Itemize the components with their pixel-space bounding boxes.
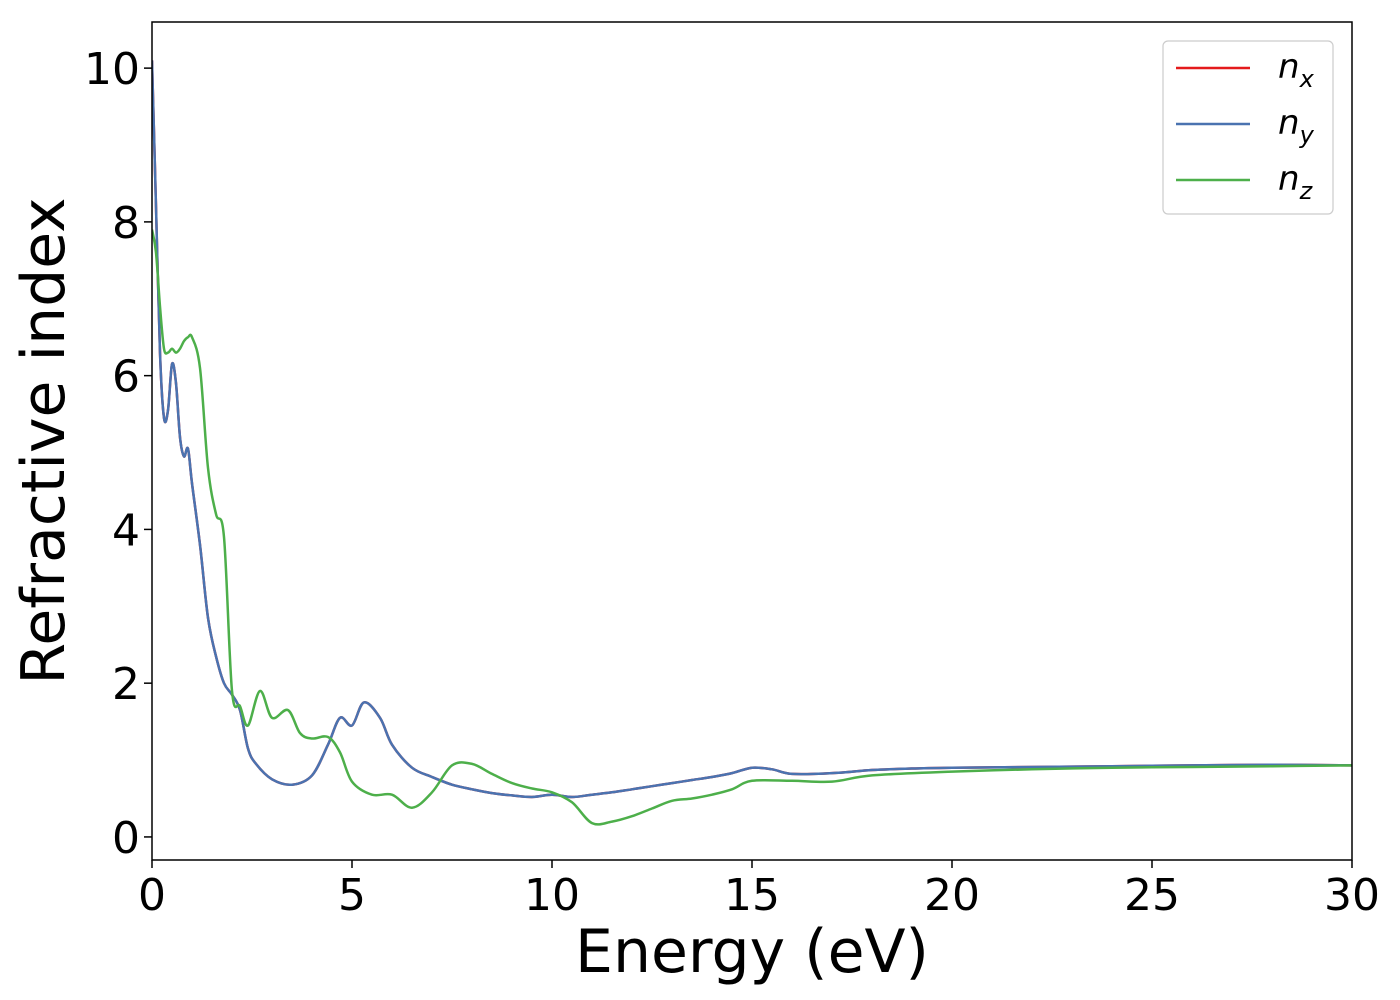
y-tick-label: 10	[84, 44, 140, 95]
x-tick-label: 10	[524, 870, 580, 921]
y-tick-label: 8	[112, 198, 140, 249]
x-tick-label: 30	[1324, 870, 1380, 921]
y-axis-title: Refractive index	[9, 197, 79, 684]
y-tick-label: 4	[112, 505, 140, 556]
legend-label-main: n	[1278, 159, 1300, 199]
legend-label-sub: x	[1299, 65, 1315, 93]
x-tick-label: 25	[1124, 870, 1180, 921]
x-tick-label: 20	[924, 870, 980, 921]
x-axis-title: Energy (eV)	[575, 917, 929, 987]
legend-label-main: n	[1278, 103, 1300, 143]
x-tick-label: 15	[724, 870, 780, 921]
y-tick-label: 6	[112, 352, 140, 403]
y-tick-label: 0	[112, 813, 140, 864]
legend-label-sub: y	[1299, 121, 1315, 149]
legend-label-sub: z	[1299, 177, 1314, 205]
x-tick-label: 5	[338, 870, 366, 921]
legend-label-main: n	[1278, 47, 1300, 87]
y-tick-label: 2	[112, 659, 140, 710]
x-tick-label: 0	[138, 870, 166, 921]
